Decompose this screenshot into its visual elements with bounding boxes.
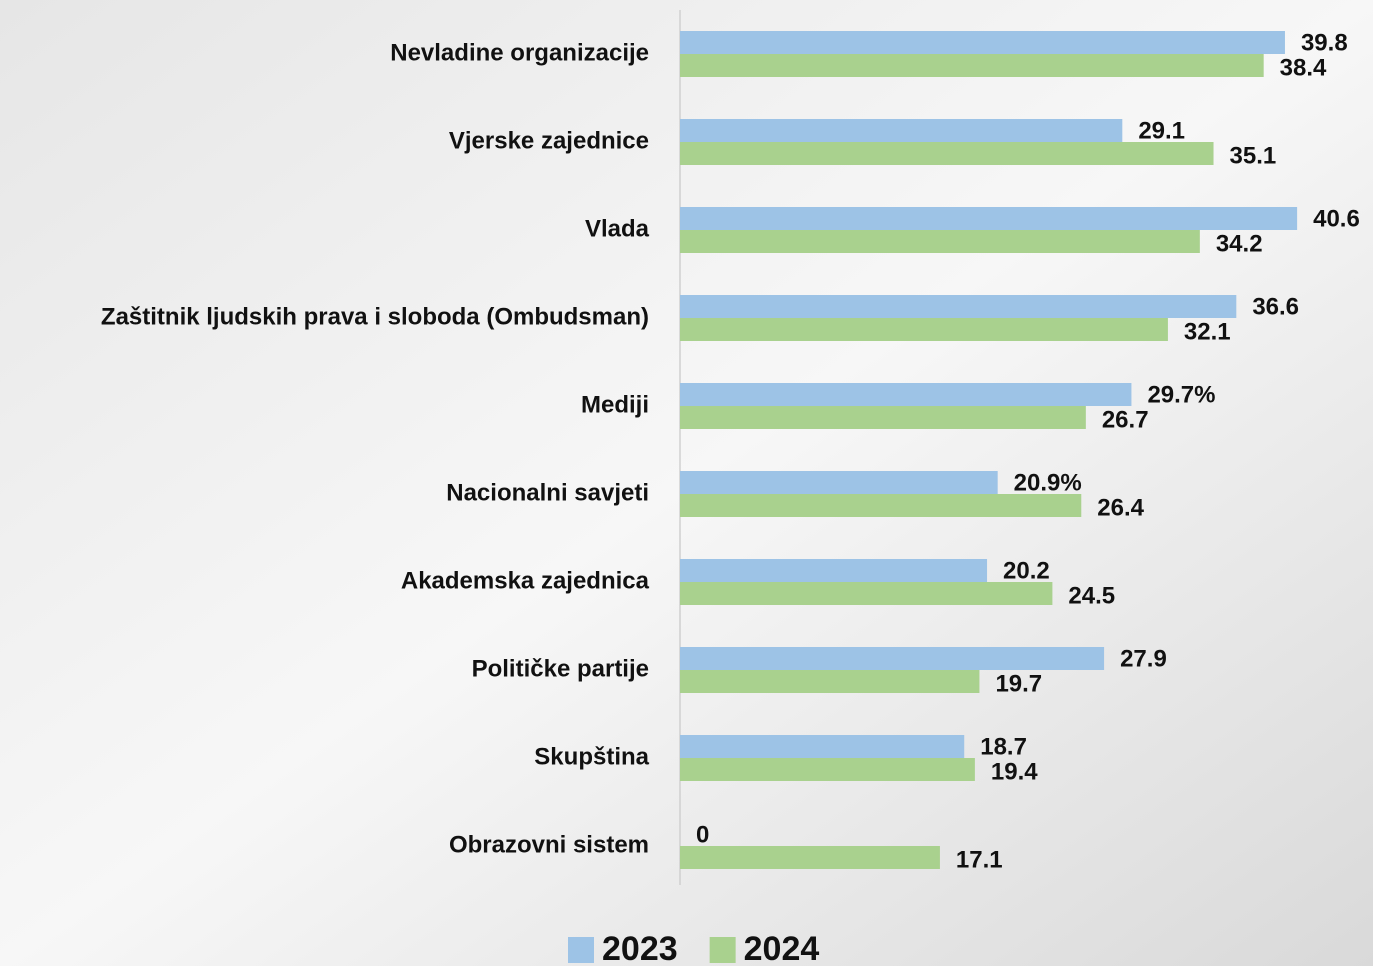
legend-label: 2024 bbox=[744, 930, 820, 966]
value-label: 20.2 bbox=[1003, 557, 1050, 584]
category-label: Mediji bbox=[581, 391, 649, 418]
bar bbox=[680, 318, 1168, 341]
bar bbox=[680, 230, 1200, 253]
bar bbox=[680, 295, 1237, 318]
bar bbox=[680, 406, 1086, 429]
value-label: 20.9% bbox=[1014, 469, 1082, 496]
bar bbox=[680, 735, 965, 758]
bar bbox=[680, 846, 940, 869]
bar bbox=[680, 207, 1298, 230]
category-label: Nacionalni savjeti bbox=[446, 479, 649, 506]
category-label: Vjerske zajednice bbox=[449, 127, 649, 154]
bar bbox=[680, 383, 1132, 406]
value-label: 39.8 bbox=[1301, 29, 1348, 56]
bar bbox=[680, 559, 988, 582]
bar bbox=[680, 582, 1053, 605]
category-label: Vlada bbox=[585, 215, 650, 242]
bar bbox=[680, 471, 998, 494]
category-label: Obrazovni sistem bbox=[449, 831, 649, 858]
category-label: Političke partije bbox=[472, 655, 649, 682]
value-label: 36.6 bbox=[1252, 293, 1299, 320]
legend-swatch bbox=[709, 937, 736, 963]
bar bbox=[680, 494, 1082, 517]
value-label: 19.7 bbox=[995, 670, 1042, 697]
value-label: 27.9 bbox=[1120, 645, 1167, 672]
bar bbox=[680, 54, 1264, 77]
bar bbox=[680, 758, 975, 781]
bar bbox=[680, 647, 1105, 670]
value-label: 0 bbox=[696, 821, 709, 848]
bar bbox=[680, 142, 1214, 165]
value-label: 18.7 bbox=[980, 733, 1027, 760]
bar bbox=[680, 31, 1285, 54]
value-label: 19.4 bbox=[991, 758, 1038, 785]
value-label: 29.1 bbox=[1138, 117, 1185, 144]
category-label: Skupština bbox=[534, 743, 649, 770]
category-label: Zaštitnik ljudskih prava i sloboda (Ombu… bbox=[101, 303, 649, 330]
legend-swatch bbox=[568, 937, 594, 963]
bar bbox=[680, 670, 980, 693]
category-label: Nevladine organizacije bbox=[390, 39, 649, 66]
value-label: 35.1 bbox=[1230, 142, 1277, 169]
bar bbox=[680, 119, 1123, 142]
legend-label: 2023 bbox=[602, 930, 678, 966]
value-label: 34.2 bbox=[1216, 230, 1263, 257]
category-label: Akademska zajednica bbox=[401, 567, 650, 594]
value-label: 40.6 bbox=[1313, 205, 1360, 232]
value-label: 32.1 bbox=[1184, 318, 1231, 345]
value-label: 38.4 bbox=[1280, 54, 1327, 81]
value-label: 29.7% bbox=[1147, 381, 1215, 408]
value-label: 17.1 bbox=[956, 846, 1003, 873]
value-label: 24.5 bbox=[1068, 582, 1115, 609]
value-label: 26.7 bbox=[1102, 406, 1149, 433]
value-label: 26.4 bbox=[1097, 494, 1144, 521]
